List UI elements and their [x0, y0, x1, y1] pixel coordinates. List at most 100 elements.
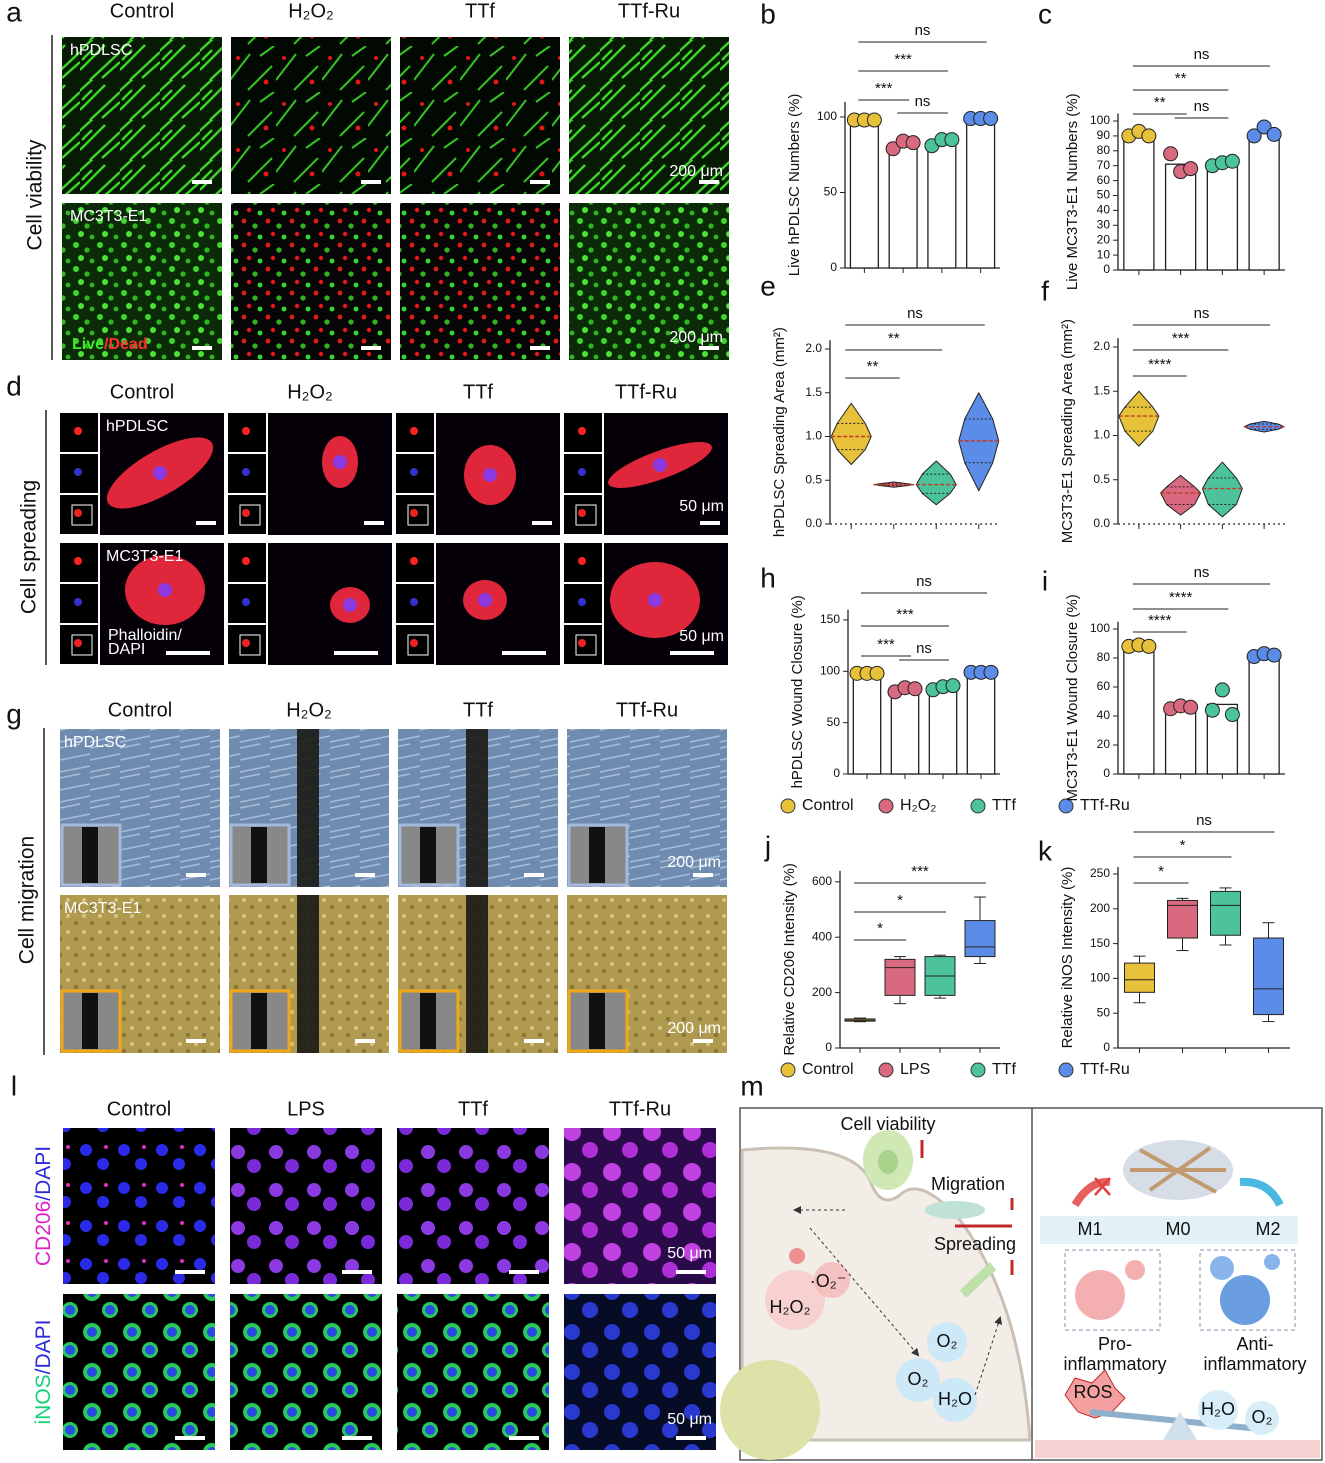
schematic-label: M2	[1255, 1219, 1280, 1239]
inset-box	[575, 504, 597, 526]
scale-bar	[530, 346, 550, 350]
bar	[852, 672, 882, 775]
micrograph	[569, 203, 729, 360]
y-tick-label: 50	[824, 185, 838, 199]
bar	[888, 143, 918, 269]
scale-bar	[342, 1270, 372, 1274]
significance-label: **	[1175, 70, 1187, 87]
panel-letter: f	[1041, 275, 1049, 306]
column-header: Control	[107, 1098, 171, 1120]
data-point	[1163, 146, 1179, 162]
significance-label: ****	[1169, 589, 1193, 606]
bar	[1164, 706, 1197, 775]
significance-label: **	[888, 330, 900, 347]
scale-bar	[509, 1436, 539, 1440]
y-tick-label: 40	[1097, 708, 1111, 722]
significance-label: *	[1180, 837, 1186, 854]
y-tick-label: 100	[820, 663, 840, 677]
y-tick-label: 100	[1090, 113, 1110, 127]
y-tick-label: 400	[812, 929, 832, 943]
y-tick-label: 50	[1097, 188, 1111, 202]
scale-bar	[175, 1270, 205, 1274]
cell	[578, 509, 586, 517]
legend-label: TTf	[992, 1061, 1017, 1078]
schematic-label: M0	[1165, 1219, 1190, 1239]
data-point	[944, 132, 960, 148]
significance-label: **	[867, 358, 879, 375]
legend-swatch	[970, 1062, 986, 1078]
cell	[578, 639, 586, 647]
micrograph	[230, 1294, 382, 1450]
y-axis-label: MC3T3-E1 Wound Closure (%)	[1064, 594, 1081, 801]
y-tick-label: 0	[1103, 766, 1110, 780]
scale-bar	[502, 651, 546, 655]
bar	[1123, 133, 1155, 271]
scale-bar	[676, 1270, 706, 1274]
micrograph	[231, 37, 391, 194]
scale-bar	[192, 180, 212, 184]
panel-letter: b	[760, 0, 776, 29]
panel-letter: l	[11, 1070, 17, 1101]
micrograph	[62, 37, 222, 194]
significance-label: ns	[916, 573, 932, 590]
y-tick-label: 0.5	[805, 472, 822, 486]
micrograph	[569, 37, 729, 194]
stain-part: /Dead	[104, 336, 148, 353]
scale-bar	[364, 521, 384, 525]
y-tick-label: 200	[812, 985, 832, 999]
y-tick-label: 100	[817, 109, 837, 123]
scale-bar	[186, 873, 206, 877]
schematic-label: O₂	[937, 1331, 958, 1351]
legend-swatch	[878, 1062, 894, 1078]
y-tick-label: 2.0	[1093, 339, 1110, 353]
y-tick-label: 30	[1097, 217, 1111, 231]
scale-bar	[509, 1270, 539, 1274]
inset-box	[575, 634, 597, 656]
panel-letter: i	[1042, 565, 1048, 596]
y-tick-label: 50	[1097, 1005, 1111, 1019]
nucleus	[478, 593, 492, 607]
y-tick-label: 0	[833, 766, 840, 780]
stain-part: CD206	[32, 1201, 55, 1266]
significance-label: ns	[1196, 812, 1212, 829]
nucleus	[653, 458, 667, 472]
schematic-label: inflammatory	[1063, 1354, 1166, 1374]
legend-label: LPS	[900, 1061, 930, 1078]
significance-label: ****	[1148, 612, 1172, 629]
stain-label: Phalloidin/	[108, 627, 182, 644]
y-axis-label: Relative CD206 Intensity (%)	[781, 863, 798, 1056]
significance-label: ns	[1194, 564, 1210, 581]
y-tick-label: 0.5	[1093, 472, 1110, 486]
significance-label: ns	[915, 22, 931, 39]
schematic	[720, 1107, 1323, 1461]
nucleus	[343, 598, 357, 612]
cell	[578, 557, 586, 565]
micrograph	[397, 1128, 549, 1284]
cell-line-label: MC3T3-E1	[106, 548, 183, 565]
schematic-label: ·O₂⁻	[810, 1271, 846, 1291]
y-axis-label: Live hPDLSC Numbers (%)	[786, 94, 803, 277]
inset-scratch	[589, 827, 605, 883]
y-tick-label: 50	[827, 715, 841, 729]
inset-scratch	[82, 993, 98, 1049]
y-tick-label: 100	[1090, 971, 1110, 985]
micrograph	[397, 1294, 549, 1450]
bar	[928, 687, 958, 775]
scale-bar	[693, 1039, 713, 1043]
y-tick-label: 0	[1103, 1040, 1110, 1054]
data-point	[907, 681, 923, 697]
schematic-label: H₂O	[1201, 1399, 1235, 1419]
bar	[1164, 163, 1197, 271]
inset-scratch	[589, 993, 605, 1049]
schematic-label: Cell viability	[840, 1114, 935, 1134]
violin	[830, 402, 872, 465]
nucleus	[648, 593, 662, 607]
scale-bar	[532, 521, 552, 525]
y-tick-label: 1.0	[805, 429, 822, 443]
row-title: Cell viability	[24, 139, 47, 250]
data-point	[1224, 153, 1240, 169]
y-tick-label: 150	[1090, 936, 1110, 950]
data-point	[1204, 702, 1220, 718]
micrograph	[268, 543, 392, 665]
y-axis-label: MC3T3-E1 Spreading Area (mm²)	[1059, 319, 1076, 543]
